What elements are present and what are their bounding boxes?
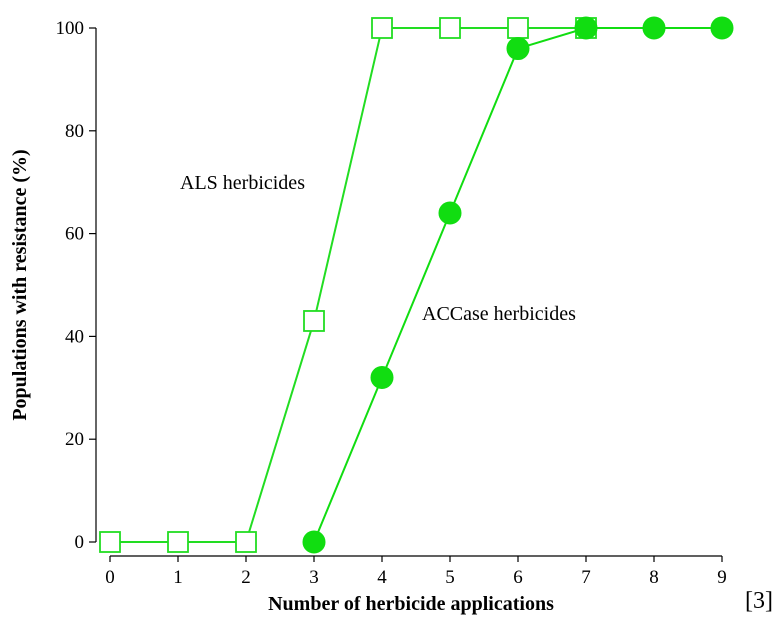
- series-als: [99, 17, 597, 553]
- y-tick-label: 40: [65, 326, 84, 347]
- x-tick-label: 2: [241, 567, 251, 588]
- data-point-square: [99, 531, 121, 553]
- data-point-square: [303, 310, 325, 332]
- y-tick-label: 80: [65, 121, 84, 142]
- data-point-circle: [574, 16, 598, 40]
- data-point-circle: [506, 37, 530, 61]
- data-point-circle: [438, 201, 462, 225]
- annotation-accase-herbicides: ACCase herbicides: [422, 303, 576, 325]
- x-ticks: 0 1 2 3 4 5 6 7 8 9: [105, 556, 727, 588]
- data-point-circle: [370, 366, 394, 390]
- data-point-square: [507, 17, 529, 39]
- data-point-square: [371, 17, 393, 39]
- data-point-circle: [302, 530, 326, 554]
- x-tick-label: 1: [173, 567, 183, 588]
- series-layer: [99, 16, 734, 554]
- series-line: [313, 27, 722, 543]
- series-accase: [302, 16, 734, 554]
- data-point-circle: [642, 16, 666, 40]
- x-tick-label: 0: [105, 567, 115, 588]
- axes: [95, 28, 722, 557]
- x-tick-label: 4: [377, 567, 387, 588]
- data-point-square: [439, 17, 461, 39]
- x-tick-label: 8: [649, 567, 659, 588]
- x-tick-label: 5: [445, 567, 455, 588]
- y-axis-title: Populations with resistance (%): [9, 149, 31, 420]
- x-tick-label: 6: [513, 567, 523, 588]
- x-tick-label: 3: [309, 567, 319, 588]
- x-axis-title: Number of herbicide applications: [268, 593, 554, 615]
- annotation-als-herbicides: ALS herbicides: [180, 172, 305, 194]
- y-tick-label: 100: [56, 18, 85, 39]
- data-point-square: [167, 531, 189, 553]
- data-point-square: [235, 531, 257, 553]
- reference-marker: [3]: [745, 588, 773, 614]
- y-tick-label: 20: [65, 429, 84, 450]
- x-tick-label: 9: [717, 567, 727, 588]
- y-tick-label: 60: [65, 224, 84, 245]
- y-tick-label: 0: [75, 532, 85, 553]
- series-line: [110, 27, 586, 543]
- x-tick-label: 7: [581, 567, 591, 588]
- data-point-circle: [710, 16, 734, 40]
- y-ticks: 0 20 40 60 80 100: [56, 18, 96, 553]
